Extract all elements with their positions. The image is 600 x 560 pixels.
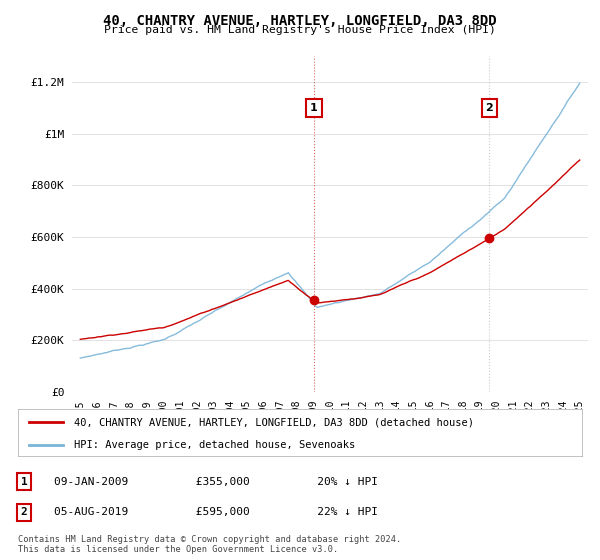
Text: HPI: Average price, detached house, Sevenoaks: HPI: Average price, detached house, Seve… <box>74 440 356 450</box>
Text: 1: 1 <box>20 477 28 487</box>
Text: 2: 2 <box>485 102 493 113</box>
Text: 40, CHANTRY AVENUE, HARTLEY, LONGFIELD, DA3 8DD (detached house): 40, CHANTRY AVENUE, HARTLEY, LONGFIELD, … <box>74 417 475 427</box>
Text: 1: 1 <box>310 102 318 113</box>
Text: 40, CHANTRY AVENUE, HARTLEY, LONGFIELD, DA3 8DD: 40, CHANTRY AVENUE, HARTLEY, LONGFIELD, … <box>103 14 497 28</box>
Text: Price paid vs. HM Land Registry's House Price Index (HPI): Price paid vs. HM Land Registry's House … <box>104 25 496 35</box>
Text: 05-AUG-2019          £595,000          22% ↓ HPI: 05-AUG-2019 £595,000 22% ↓ HPI <box>54 507 378 517</box>
Text: Contains HM Land Registry data © Crown copyright and database right 2024.
This d: Contains HM Land Registry data © Crown c… <box>18 535 401 554</box>
Text: 09-JAN-2009          £355,000          20% ↓ HPI: 09-JAN-2009 £355,000 20% ↓ HPI <box>54 477 378 487</box>
Text: 2: 2 <box>20 507 28 517</box>
